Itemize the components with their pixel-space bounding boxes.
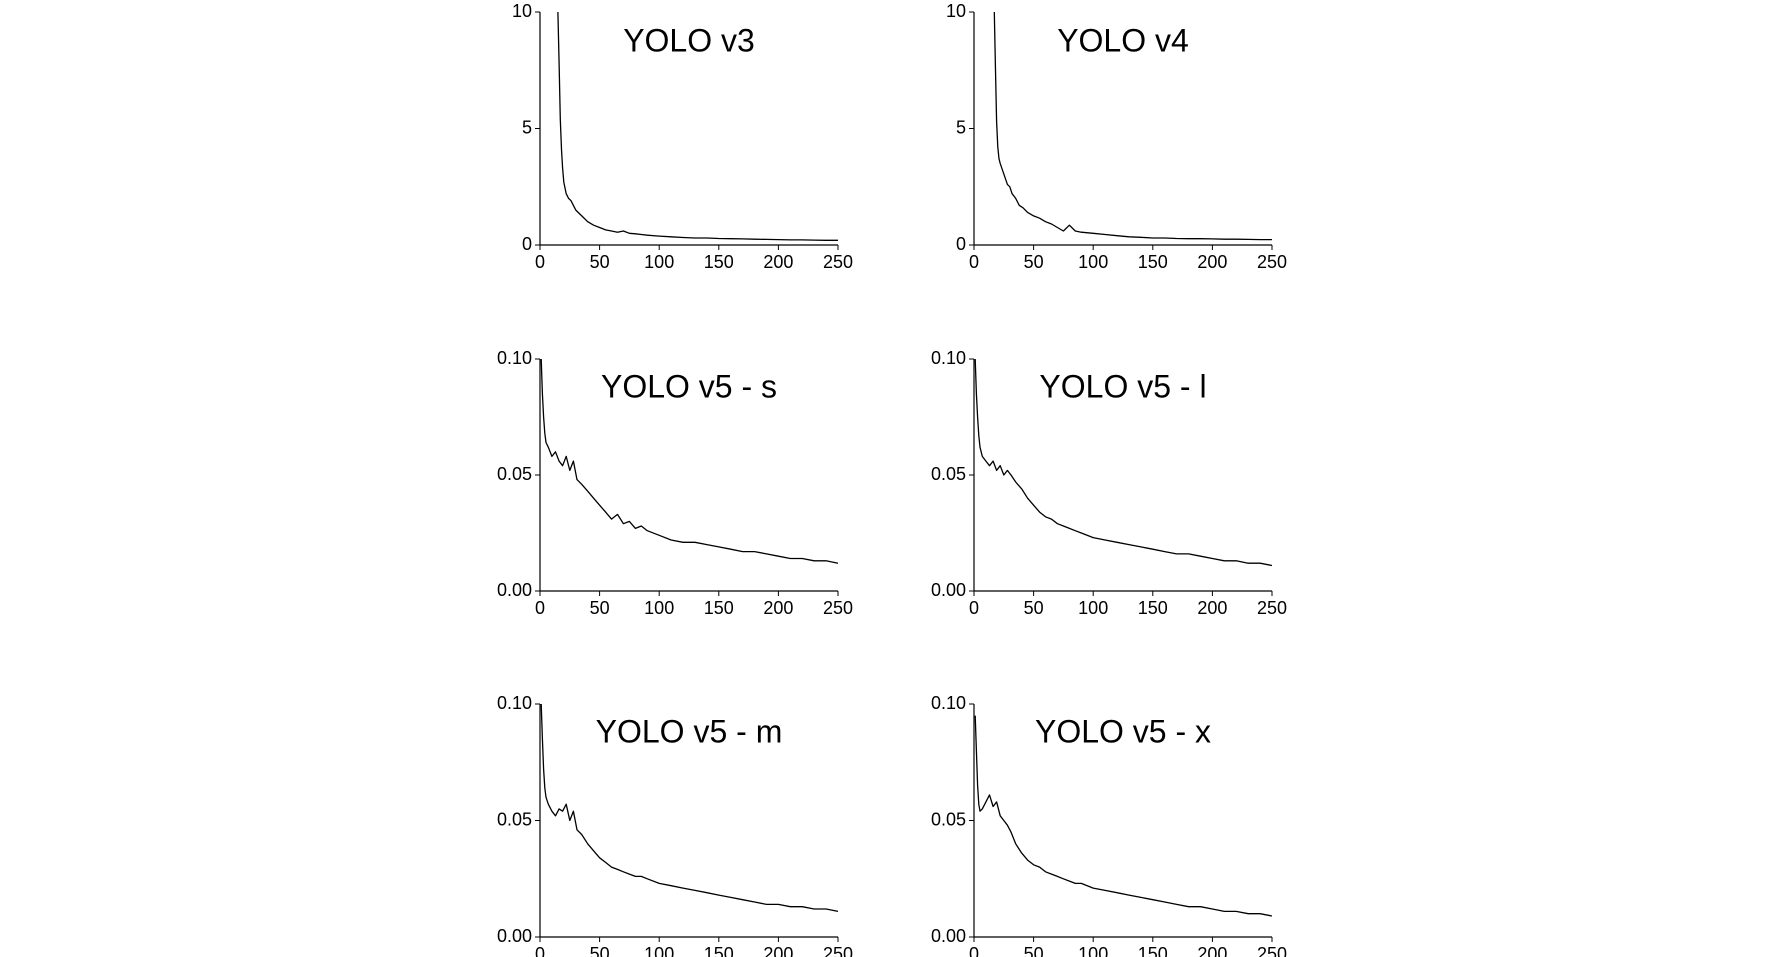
x-tick-label: 100 <box>644 944 674 957</box>
x-tick-label: 50 <box>590 944 610 957</box>
x-tick-label: 200 <box>1197 598 1227 618</box>
chart-panel: YOLO v5 - s 0 50 100 150 200 250 0.00 0.05 0.10 <box>497 348 853 618</box>
x-tick-label: 0 <box>535 252 545 272</box>
x-tick-label: 100 <box>644 252 674 272</box>
loss-series-line <box>557 11 838 241</box>
chart-panel: YOLO v5 - l 0 50 100 150 200 250 0.00 0.05 0.10 <box>931 348 1287 618</box>
loss-series-line <box>974 358 1273 567</box>
x-tick-label: 50 <box>590 598 610 618</box>
x-tick-label: 200 <box>1197 252 1227 272</box>
x-tick-label: 100 <box>1078 944 1108 957</box>
x-tick-label: 250 <box>1257 944 1287 957</box>
x-tick-label: 150 <box>1138 252 1168 272</box>
x-tick-label: 250 <box>1257 598 1287 618</box>
loss-series-line <box>974 715 1273 917</box>
y-tick-label: 0 <box>522 234 532 254</box>
x-tick-label: 0 <box>969 252 979 272</box>
x-tick-label: 50 <box>1024 252 1044 272</box>
y-tick-label: 0.00 <box>931 926 966 946</box>
y-tick-label: 5 <box>956 117 966 137</box>
x-tick-label: 0 <box>535 598 545 618</box>
chart-title: YOLO v5 - l <box>1039 368 1206 404</box>
x-tick-label: 100 <box>644 598 674 618</box>
y-tick-label: 0.00 <box>931 580 966 600</box>
chart-title: YOLO v5 - x <box>1035 713 1211 749</box>
y-tick-label: 0 <box>956 234 966 254</box>
x-tick-label: 150 <box>1138 944 1168 957</box>
x-tick-label: 250 <box>1257 252 1287 272</box>
x-tick-label: 150 <box>1138 598 1168 618</box>
y-tick-label: 10 <box>512 1 532 21</box>
x-tick-label: 0 <box>969 598 979 618</box>
x-tick-label: 0 <box>969 944 979 957</box>
chart-panel: YOLO v5 - x 0 50 100 150 200 250 0.00 0.05 0.10 <box>931 693 1287 957</box>
y-tick-label: 0.05 <box>497 464 532 484</box>
x-tick-label: 200 <box>763 598 793 618</box>
x-tick-label: 100 <box>1078 252 1108 272</box>
y-tick-label: 5 <box>522 117 532 137</box>
chart-panel: YOLO v4 0 50 100 150 200 250 0 5 10 <box>946 1 1287 272</box>
x-tick-label: 50 <box>590 252 610 272</box>
loss-series-line <box>540 358 839 564</box>
x-tick-label: 150 <box>704 252 734 272</box>
x-tick-label: 200 <box>1197 944 1227 957</box>
y-tick-label: 0.05 <box>931 809 966 829</box>
loss-series-line <box>993 11 1272 241</box>
x-tick-label: 150 <box>704 598 734 618</box>
y-tick-label: 0.05 <box>497 809 532 829</box>
y-tick-label: 0.00 <box>497 580 532 600</box>
y-tick-label: 0.00 <box>497 926 532 946</box>
chart-title: YOLO v5 - s <box>601 368 777 404</box>
x-tick-label: 100 <box>1078 598 1108 618</box>
x-tick-label: 250 <box>823 944 853 957</box>
chart-title: YOLO v5 - m <box>596 713 783 749</box>
y-tick-label: 0.10 <box>931 348 966 368</box>
chart-panel: YOLO v5 - m 0 50 100 150 200 250 0.00 0.05 0.10 <box>497 693 853 957</box>
y-tick-label: 0.10 <box>497 348 532 368</box>
chart-title: YOLO v3 <box>623 22 755 58</box>
loss-series-line <box>540 703 839 913</box>
x-tick-label: 250 <box>823 598 853 618</box>
x-tick-label: 50 <box>1024 944 1044 957</box>
x-tick-label: 200 <box>763 252 793 272</box>
y-tick-label: 10 <box>946 1 966 21</box>
y-tick-label: 0.10 <box>497 693 532 713</box>
y-tick-label: 0.10 <box>931 693 966 713</box>
chart-title: YOLO v4 <box>1057 22 1189 58</box>
y-tick-label: 0.05 <box>931 464 966 484</box>
chart-panel: YOLO v3 0 50 100 150 200 250 0 5 10 <box>512 1 853 272</box>
x-tick-label: 50 <box>1024 598 1044 618</box>
x-tick-label: 0 <box>535 944 545 957</box>
x-tick-label: 200 <box>763 944 793 957</box>
x-tick-label: 250 <box>823 252 853 272</box>
x-tick-label: 150 <box>704 944 734 957</box>
